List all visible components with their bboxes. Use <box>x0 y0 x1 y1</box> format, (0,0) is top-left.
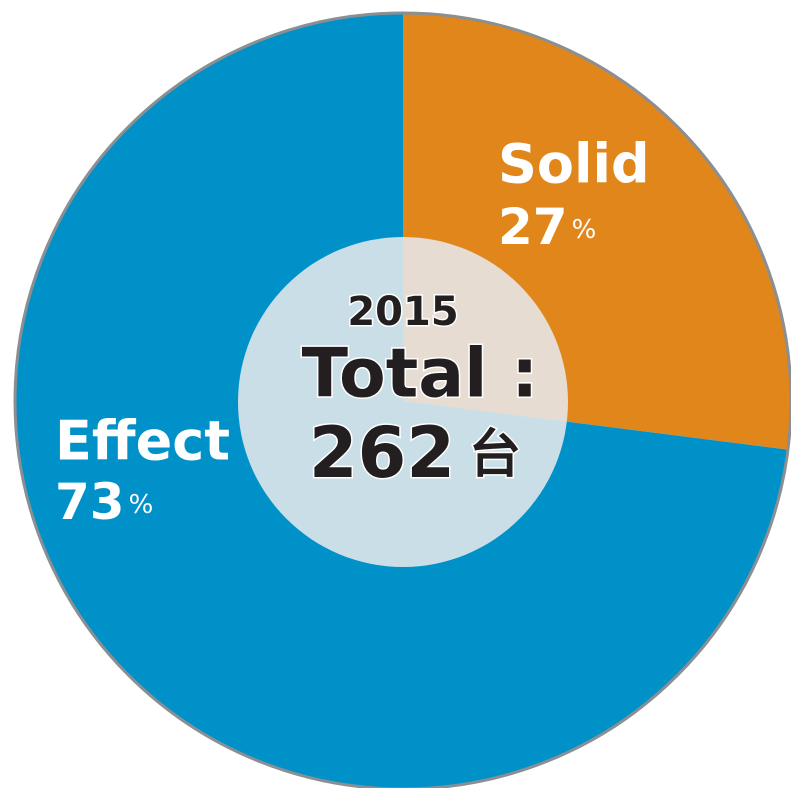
value-unit: % <box>129 490 154 520</box>
outline <box>13 11 791 788</box>
value-label: 73% <box>55 473 153 531</box>
total-label: Total : <box>302 335 539 414</box>
value-unit: % <box>572 215 597 245</box>
category-label: Solid <box>498 133 650 196</box>
value-label: 27% <box>498 198 596 256</box>
total: 262 台 <box>309 412 521 494</box>
value-number: 27 <box>498 198 568 256</box>
year: 2015 <box>347 289 458 335</box>
total-value: 262 <box>309 412 455 494</box>
total-unit: 台 <box>469 425 521 485</box>
center-disc <box>238 237 568 567</box>
value-number: 73 <box>55 473 125 531</box>
category-label: Effect <box>55 410 230 473</box>
